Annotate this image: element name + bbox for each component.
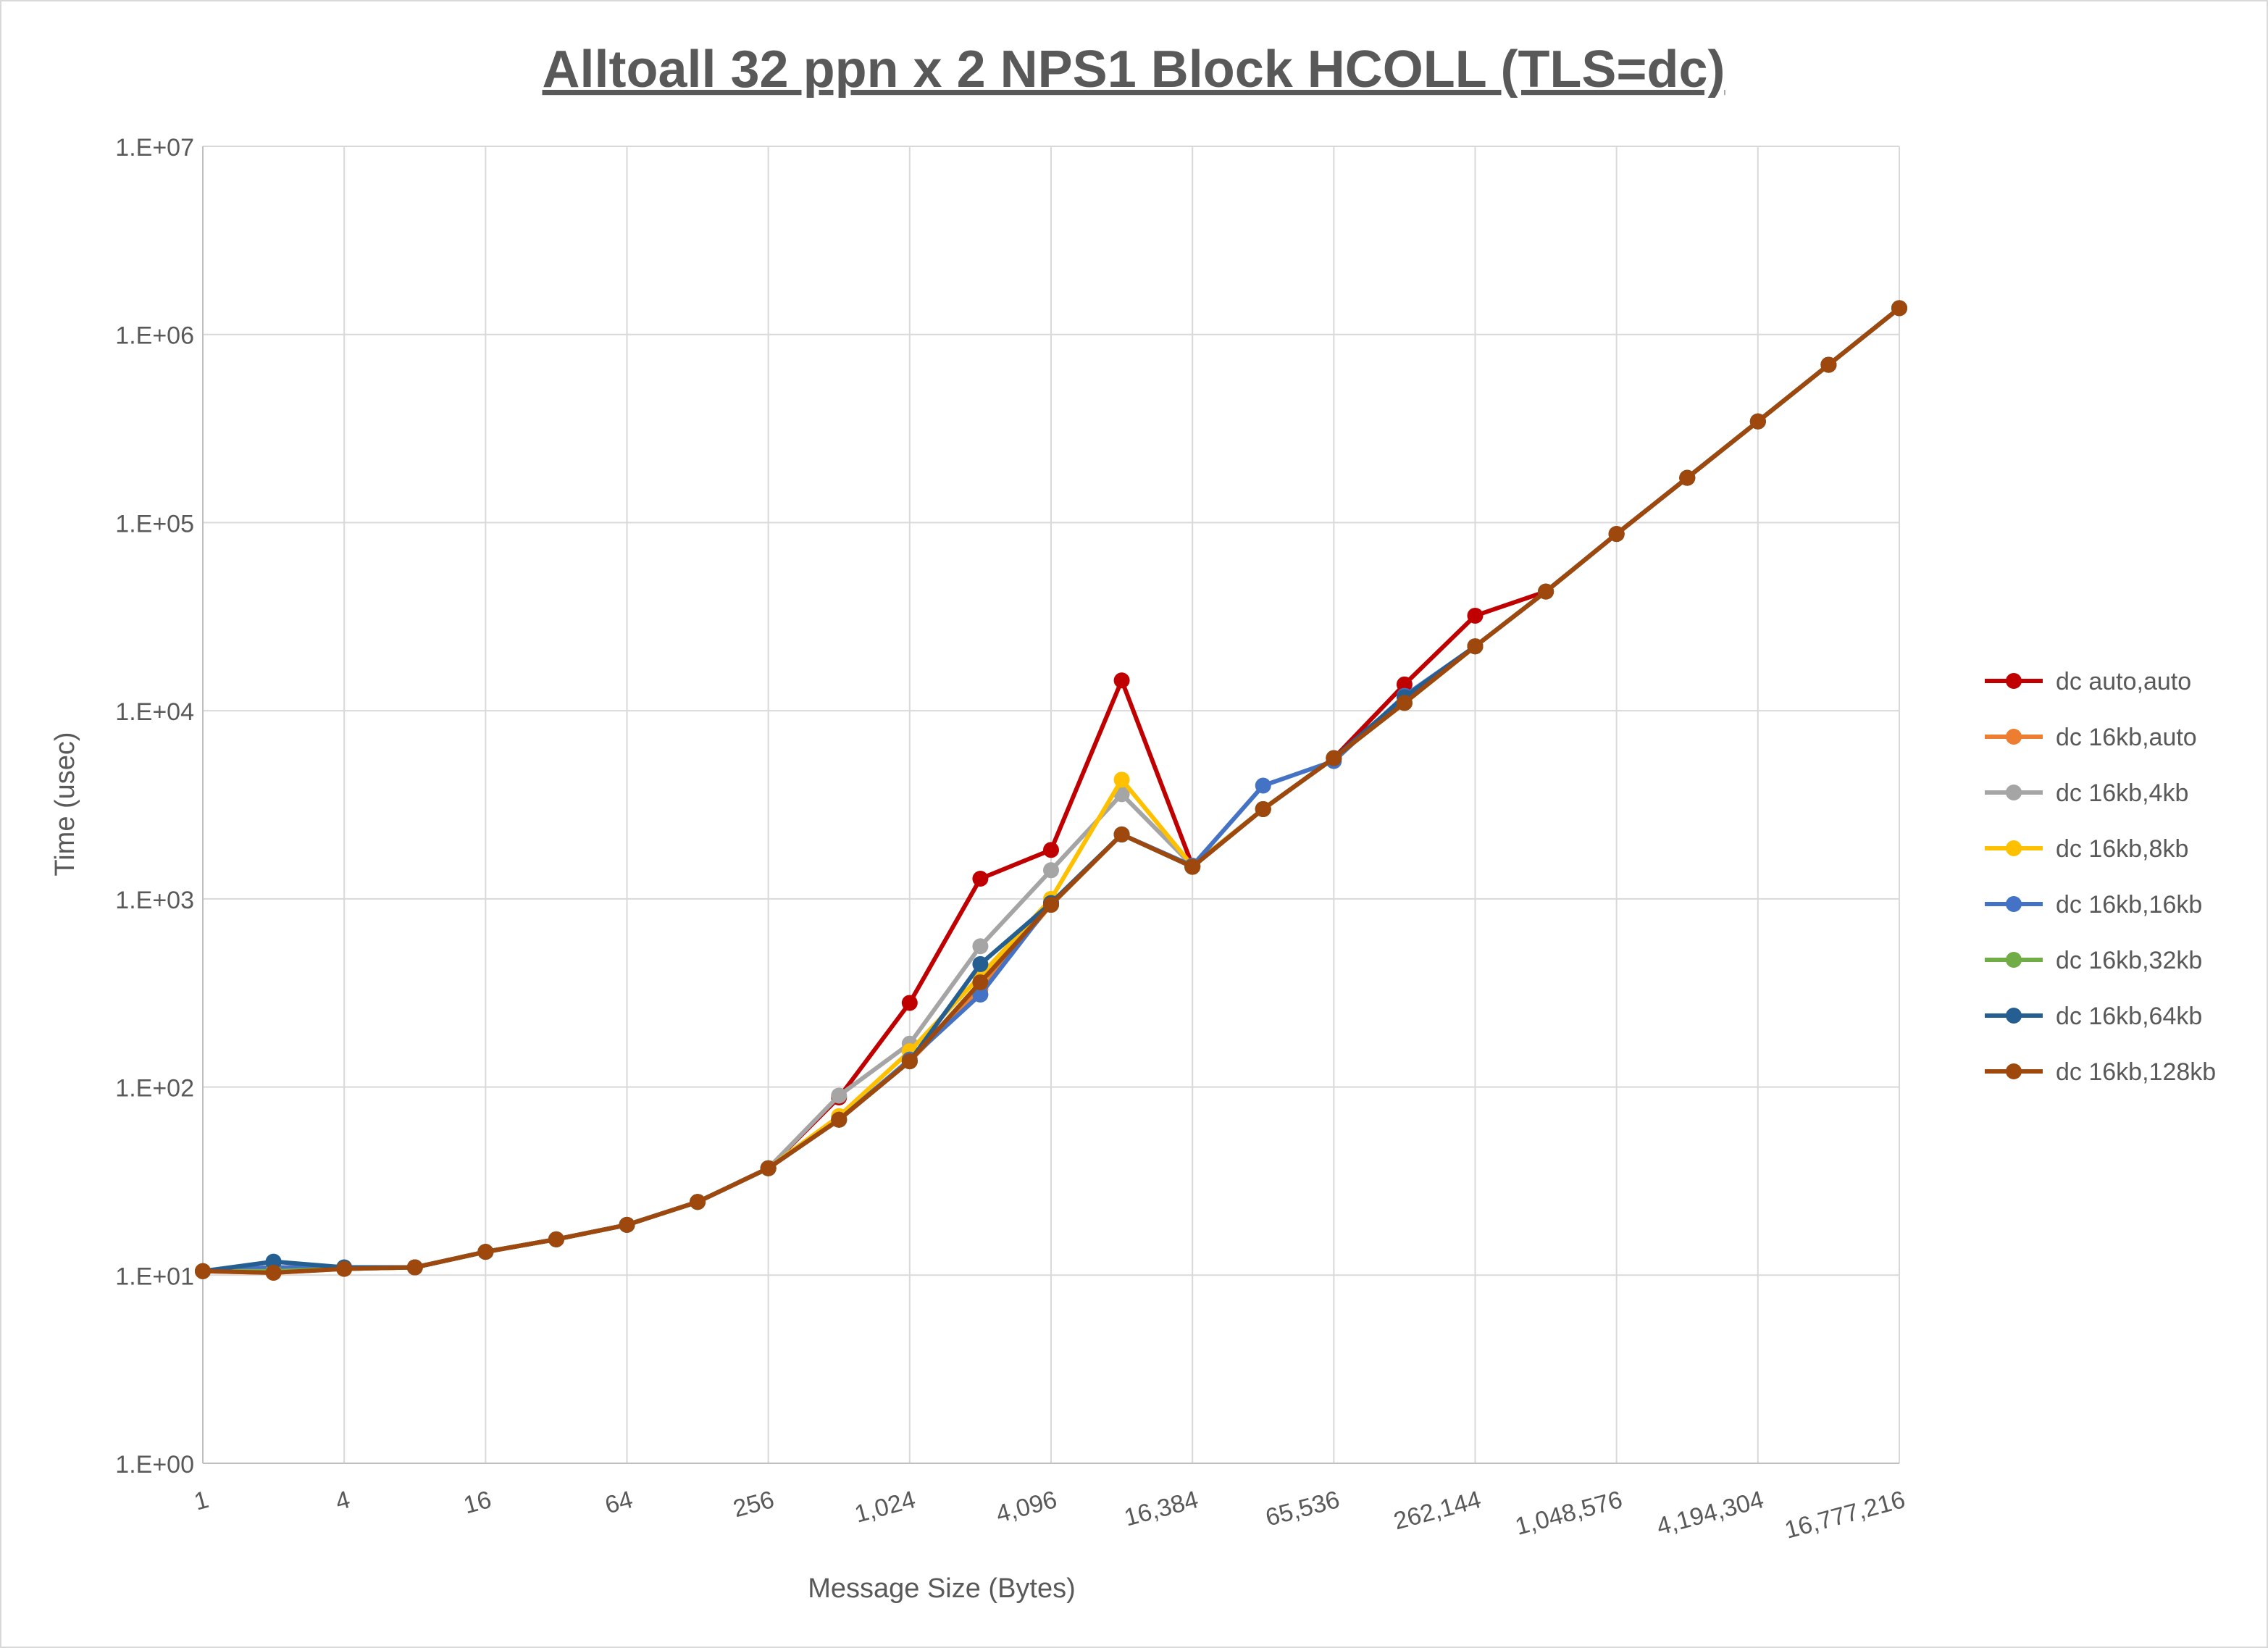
data-point — [901, 995, 918, 1011]
data-point — [690, 1194, 706, 1210]
legend-label: dc 16kb,32kb — [2056, 947, 2202, 974]
data-point — [831, 1087, 848, 1104]
data-point — [972, 955, 989, 972]
chart-title: Alltoall 32 ppn x 2 NPS1 Block HCOLL (TL… — [543, 41, 1725, 99]
y-axis-label: Time (usec) — [50, 732, 80, 876]
data-point — [972, 938, 989, 955]
y-tick-label: 1.E+07 — [115, 134, 194, 162]
legend-marker — [2006, 1008, 2022, 1024]
data-point — [1043, 862, 1059, 879]
y-tick-label: 1.E+02 — [115, 1075, 194, 1103]
legend-label: dc 16kb,16kb — [2056, 891, 2202, 919]
data-point — [1608, 526, 1625, 543]
data-point — [265, 1264, 282, 1281]
data-point — [972, 871, 989, 887]
data-point — [1467, 607, 1484, 624]
data-point — [1255, 800, 1271, 817]
data-point — [1255, 777, 1271, 794]
x-axis-label: Message Size (Bytes) — [808, 1573, 1076, 1604]
legend-label: dc 16kb,4kb — [2056, 779, 2188, 807]
data-point — [1396, 695, 1413, 711]
data-point — [1043, 842, 1059, 858]
legend-marker — [2006, 952, 2022, 968]
data-point — [548, 1231, 564, 1247]
data-point — [1396, 676, 1413, 693]
data-point — [901, 1053, 918, 1070]
legend-label: dc 16kb,64kb — [2056, 1003, 2202, 1030]
data-point — [406, 1259, 423, 1276]
data-point — [972, 974, 989, 991]
legend-marker — [2006, 729, 2022, 745]
data-point — [1467, 638, 1484, 655]
legend-marker — [2006, 1063, 2022, 1079]
data-point — [1891, 300, 1907, 317]
data-point — [972, 986, 989, 1003]
data-point — [831, 1111, 848, 1128]
data-point — [195, 1263, 211, 1279]
legend-label: dc 16kb,128kb — [2056, 1058, 2216, 1086]
legend-marker — [2006, 673, 2022, 689]
legend-label: dc 16kb,auto — [2056, 724, 2197, 751]
legend-marker — [2006, 840, 2022, 856]
legend-label: dc 16kb,8kb — [2056, 835, 2188, 863]
data-point — [1679, 469, 1696, 486]
data-point — [1113, 826, 1130, 842]
data-point — [619, 1216, 635, 1233]
data-point — [1113, 771, 1130, 788]
y-tick-label: 1.E+03 — [115, 887, 194, 914]
y-tick-label: 1.E+06 — [115, 322, 194, 350]
data-point — [1820, 356, 1837, 373]
data-point — [477, 1244, 494, 1260]
legend-marker — [2006, 896, 2022, 912]
y-tick-label: 1.E+05 — [115, 510, 194, 538]
data-point — [265, 1253, 282, 1270]
data-point — [1749, 413, 1766, 430]
data-point — [1326, 750, 1342, 766]
y-tick-label: 1.E+04 — [115, 698, 194, 726]
data-point — [760, 1160, 777, 1176]
data-point — [1113, 672, 1130, 689]
data-point — [336, 1260, 353, 1277]
y-tick-label: 1.E+01 — [115, 1263, 194, 1290]
data-point — [1184, 858, 1201, 875]
legend-marker — [2006, 785, 2022, 800]
data-point — [1043, 897, 1059, 913]
y-tick-label: 1.E+00 — [115, 1451, 194, 1478]
data-point — [1538, 583, 1554, 600]
legend-label: dc auto,auto — [2056, 668, 2191, 695]
